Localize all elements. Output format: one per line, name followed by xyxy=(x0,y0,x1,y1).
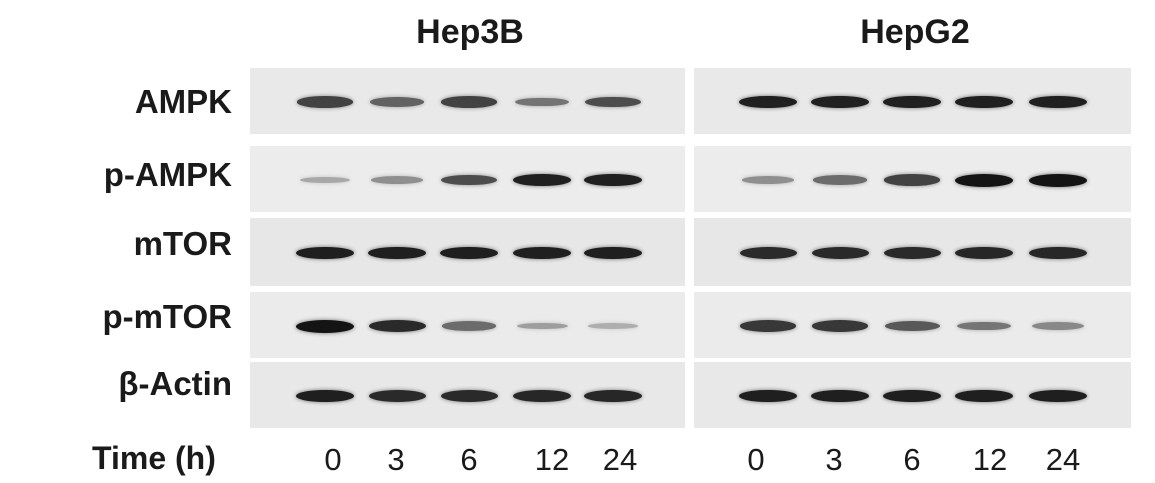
band-hepg2-2-lane-2 xyxy=(883,246,941,260)
band-hepg2-3-lane-4 xyxy=(1031,321,1085,331)
blot-panel-hep3b-2 xyxy=(250,218,685,286)
row-label-ampk: AMPK xyxy=(134,83,232,120)
time-tick-hep3b-3: 3 xyxy=(387,442,405,477)
band-hepg2-0-lane-3 xyxy=(955,95,1013,109)
band-hepg2-2-lane-0 xyxy=(739,246,797,260)
band-hep3b-3-lane-2 xyxy=(442,321,496,331)
band-hepg2-1-lane-4 xyxy=(1029,173,1087,187)
band-hepg2-0-lane-4 xyxy=(1029,95,1087,109)
band-hep3b-4-lane-4 xyxy=(584,389,642,403)
time-tick-hepg2-12: 12 xyxy=(972,442,1008,477)
blot-panel-hep3b-1 xyxy=(250,146,685,212)
band-hep3b-3-lane-3 xyxy=(516,322,568,330)
band-hepg2-4-lane-4 xyxy=(1029,389,1087,403)
band-hep3b-4-lane-1 xyxy=(368,389,426,403)
band-hepg2-1-lane-1 xyxy=(813,175,867,185)
band-hepg2-3-lane-3 xyxy=(957,321,1011,331)
band-hepg2-2-lane-4 xyxy=(1029,246,1087,260)
blot-panel-hepg2-3 xyxy=(694,292,1131,358)
band-hep3b-0-lane-3 xyxy=(515,97,569,107)
blot-panel-hepg2-1 xyxy=(694,146,1131,212)
band-hep3b-2-lane-1 xyxy=(368,246,426,260)
band-hepg2-2-lane-1 xyxy=(811,246,869,260)
band-hep3b-1-lane-4 xyxy=(584,173,642,187)
band-hepg2-4-lane-1 xyxy=(811,389,869,403)
band-hep3b-1-lane-2 xyxy=(441,174,497,186)
cell-line-title-hepg2: HepG2 xyxy=(860,13,970,51)
band-hepg2-3-lane-2 xyxy=(884,320,940,332)
cell-line-title-hep3b: Hep3B xyxy=(416,13,524,51)
blot-panel-hepg2-2 xyxy=(694,218,1131,286)
band-hepg2-1-lane-2 xyxy=(884,174,940,186)
row-label-mtor: mTOR xyxy=(133,225,232,262)
time-tick-hep3b-0: 0 xyxy=(324,442,342,477)
time-axis-label: Time (h) xyxy=(92,440,216,476)
band-hep3b-0-lane-1 xyxy=(369,97,425,107)
time-tick-hepg2-6: 6 xyxy=(903,442,921,477)
band-hep3b-1-lane-3 xyxy=(513,173,571,187)
band-hep3b-0-lane-0 xyxy=(297,96,353,108)
band-hepg2-1-lane-3 xyxy=(955,173,1013,187)
band-hep3b-1-lane-0 xyxy=(299,176,351,184)
band-hep3b-2-lane-3 xyxy=(513,246,571,260)
band-hepg2-3-lane-1 xyxy=(811,320,869,332)
blot-panel-hepg2-0 xyxy=(694,68,1131,134)
band-hep3b-2-lane-4 xyxy=(584,246,642,260)
band-hep3b-4-lane-0 xyxy=(296,389,354,403)
band-hep3b-0-lane-4 xyxy=(585,96,641,108)
band-hep3b-2-lane-2 xyxy=(440,246,498,260)
row-label-p-ampk: p-AMPK xyxy=(103,156,232,193)
band-hepg2-4-lane-3 xyxy=(955,389,1013,403)
band-hep3b-1-lane-1 xyxy=(371,176,423,184)
band-hep3b-4-lane-3 xyxy=(513,389,571,403)
band-hep3b-3-lane-4 xyxy=(588,323,638,329)
time-tick-hep3b-24: 24 xyxy=(602,442,638,477)
time-tick-hepg2-24: 24 xyxy=(1045,442,1081,477)
blot-panel-hep3b-4 xyxy=(250,362,685,428)
band-hepg2-1-lane-0 xyxy=(742,176,794,184)
band-hep3b-0-lane-2 xyxy=(441,96,497,108)
row-label-p-mtor: p-mTOR xyxy=(102,298,232,335)
band-hepg2-4-lane-2 xyxy=(883,389,941,403)
band-hepg2-3-lane-0 xyxy=(739,320,797,332)
band-hep3b-4-lane-2 xyxy=(440,389,498,403)
blot-panel-hep3b-0 xyxy=(250,68,685,134)
band-hepg2-0-lane-2 xyxy=(883,95,941,109)
blot-panel-hep3b-3 xyxy=(250,292,685,358)
blot-panel-hepg2-4 xyxy=(694,362,1131,428)
row-label-beta-actin: β-Actin xyxy=(118,365,232,402)
time-tick-hepg2-0: 0 xyxy=(747,442,765,477)
band-hep3b-2-lane-0 xyxy=(296,246,354,260)
band-hepg2-2-lane-3 xyxy=(955,246,1013,260)
time-tick-hep3b-12: 12 xyxy=(534,442,570,477)
band-hepg2-0-lane-0 xyxy=(739,95,797,109)
time-tick-hep3b-6: 6 xyxy=(460,442,478,477)
band-hepg2-0-lane-1 xyxy=(811,95,869,109)
band-hepg2-4-lane-0 xyxy=(739,389,797,403)
band-hep3b-3-lane-0 xyxy=(296,319,354,333)
band-hep3b-3-lane-1 xyxy=(368,319,426,333)
time-tick-hepg2-3: 3 xyxy=(825,442,843,477)
